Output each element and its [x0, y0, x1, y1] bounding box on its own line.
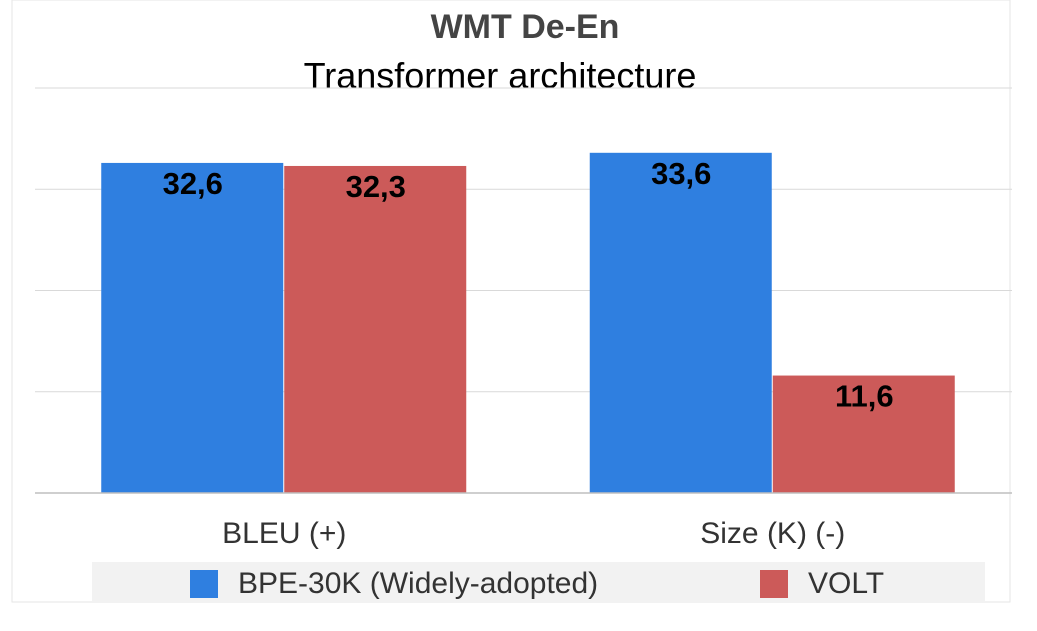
data-label: 32,6 — [163, 166, 223, 201]
bars — [101, 152, 955, 494]
legend-swatch — [760, 570, 788, 598]
data-label: 32,3 — [346, 169, 406, 204]
bar — [772, 375, 955, 493]
chart-subtitle: Transformer architecture — [304, 55, 697, 96]
x-tick-label: Size (K) (-) — [700, 517, 845, 550]
legend-label: BPE-30K (Widely-adopted) — [238, 567, 598, 600]
bar — [284, 165, 467, 493]
legend: BPE-30K (Widely-adopted) VOLT — [92, 562, 985, 602]
chart-title: WMT De-En — [431, 8, 620, 46]
legend-label: VOLT — [808, 567, 884, 600]
legend-background — [92, 562, 985, 602]
data-label: 33,6 — [651, 156, 711, 191]
bar — [589, 152, 772, 494]
x-axis: BLEU (+) Size (K) (-) — [35, 492, 1012, 550]
data-labels: 32,6 32,3 33,6 11,6 — [163, 156, 894, 414]
bar — [101, 162, 284, 494]
legend-swatch — [190, 570, 218, 598]
data-label: 11,6 — [835, 379, 894, 414]
x-tick-label: BLEU (+) — [222, 517, 346, 550]
